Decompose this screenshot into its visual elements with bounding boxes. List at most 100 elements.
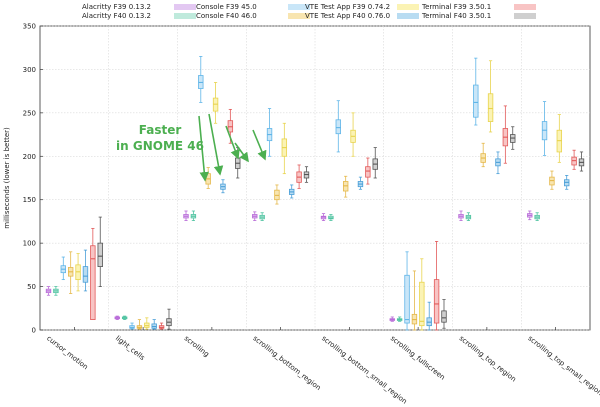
y-tick-label: 200 bbox=[23, 153, 36, 161]
legend-item: Alacritty F39 0.13.2 bbox=[82, 3, 196, 11]
annotation-arrow bbox=[225, 125, 240, 160]
legend-item: Terminal F40 3.50.1 bbox=[421, 12, 536, 20]
y-tick-label: 350 bbox=[23, 23, 36, 31]
box bbox=[60, 256, 66, 281]
box bbox=[320, 213, 327, 221]
y-tick-label: 100 bbox=[23, 240, 36, 248]
box bbox=[365, 157, 371, 185]
box-iqr bbox=[487, 93, 494, 122]
box bbox=[97, 216, 103, 287]
box bbox=[328, 214, 334, 221]
box-iqr bbox=[335, 119, 341, 135]
legend-swatch bbox=[174, 4, 196, 10]
x-axis: cursor_motion light_cells scrolling scrolli… bbox=[45, 327, 600, 406]
box bbox=[198, 56, 204, 103]
box bbox=[82, 249, 89, 292]
legend-item: VTE Test App F39 0.74.2 bbox=[305, 3, 419, 11]
box bbox=[303, 166, 310, 183]
box bbox=[136, 319, 143, 330]
box bbox=[183, 210, 189, 221]
box bbox=[527, 210, 533, 221]
box-iqr bbox=[365, 166, 371, 178]
legend-swatch bbox=[514, 13, 536, 19]
legend-label: Alacritty F39 0.13.2 bbox=[82, 3, 151, 11]
box bbox=[220, 179, 226, 194]
box-series bbox=[45, 56, 585, 331]
box-iqr bbox=[419, 281, 425, 327]
series-3 bbox=[67, 142, 555, 331]
box bbox=[190, 210, 197, 221]
legend-item: Alacritty F40 0.13.2 bbox=[82, 12, 196, 20]
legend-swatch bbox=[288, 13, 310, 19]
box bbox=[549, 170, 555, 190]
box bbox=[45, 286, 52, 296]
legend-item: Console F39 45.0 bbox=[196, 3, 310, 11]
annotation-arrow bbox=[252, 129, 267, 161]
y-axis: 0 50 100 150 200 250 300 350 bbox=[23, 23, 43, 335]
box bbox=[480, 142, 486, 168]
x-tick-label: scrolling bbox=[183, 334, 211, 358]
y-tick-label: 50 bbox=[27, 283, 36, 291]
annotation-arrows bbox=[198, 113, 267, 182]
legend-item: VTE Test App F40 0.76.0 bbox=[305, 12, 419, 20]
legend-swatch bbox=[288, 4, 310, 10]
annotation-arrow bbox=[208, 113, 224, 176]
annotation-arrow bbox=[198, 115, 210, 182]
series-6 bbox=[90, 105, 577, 331]
series-7 bbox=[97, 126, 585, 330]
box bbox=[129, 322, 135, 330]
legend-label: Terminal F40 3.50.1 bbox=[421, 12, 491, 20]
box bbox=[274, 184, 280, 205]
box-iqr bbox=[82, 266, 89, 283]
box-iqr bbox=[404, 274, 410, 324]
gridlines bbox=[40, 25, 590, 331]
box bbox=[67, 251, 74, 294]
box bbox=[350, 112, 356, 157]
box bbox=[404, 251, 410, 331]
box bbox=[426, 301, 432, 331]
box-iqr bbox=[97, 242, 103, 267]
box bbox=[433, 241, 440, 331]
box bbox=[252, 211, 258, 221]
box bbox=[510, 126, 516, 150]
box bbox=[75, 253, 81, 292]
box bbox=[205, 167, 211, 189]
annotation-line-2: in GNOME 46 bbox=[116, 139, 204, 153]
box bbox=[419, 258, 425, 331]
series-5 bbox=[82, 151, 570, 331]
x-tick-label: scrolling_fullscreen bbox=[389, 334, 447, 381]
y-tick-label: 150 bbox=[23, 196, 36, 204]
box bbox=[389, 316, 395, 322]
box bbox=[502, 105, 509, 164]
box bbox=[335, 100, 341, 153]
y-axis-label: milliseconds (lower is better) bbox=[3, 127, 11, 229]
y-tick-label: 250 bbox=[23, 109, 36, 117]
annotation-line-1: Faster bbox=[139, 123, 182, 137]
box bbox=[144, 317, 150, 330]
box bbox=[357, 176, 364, 190]
legend-label: Console F39 45.0 bbox=[196, 3, 257, 11]
box-iqr bbox=[473, 84, 479, 118]
box bbox=[534, 212, 540, 221]
legend-label: VTE Test App F40 0.76.0 bbox=[305, 12, 390, 20]
legend-label: Terminal F39 3.50.1 bbox=[421, 3, 491, 11]
legend-item: Terminal F39 3.50.1 bbox=[421, 3, 536, 11]
box bbox=[396, 316, 403, 322]
box bbox=[411, 270, 418, 331]
legend-swatch bbox=[397, 4, 419, 10]
box bbox=[372, 147, 378, 179]
box bbox=[53, 286, 59, 296]
plot-area: 0 50 100 150 200 250 300 350 cursor_motion light… bbox=[23, 23, 600, 406]
box bbox=[259, 212, 265, 221]
box bbox=[90, 227, 96, 320]
legend-label: Console F40 46.0 bbox=[196, 12, 257, 20]
annotation: Faster in GNOME 46 bbox=[116, 113, 267, 182]
legend-label: VTE Test App F39 0.74.2 bbox=[305, 3, 390, 11]
legend-label: Alacritty F40 0.13.2 bbox=[82, 12, 151, 20]
box bbox=[487, 60, 494, 133]
annotation-arrow bbox=[234, 142, 249, 163]
y-tick-label: 0 bbox=[32, 327, 36, 335]
x-tick-label: scrolling_top_region bbox=[458, 334, 518, 383]
y-tick-label: 300 bbox=[23, 66, 36, 74]
